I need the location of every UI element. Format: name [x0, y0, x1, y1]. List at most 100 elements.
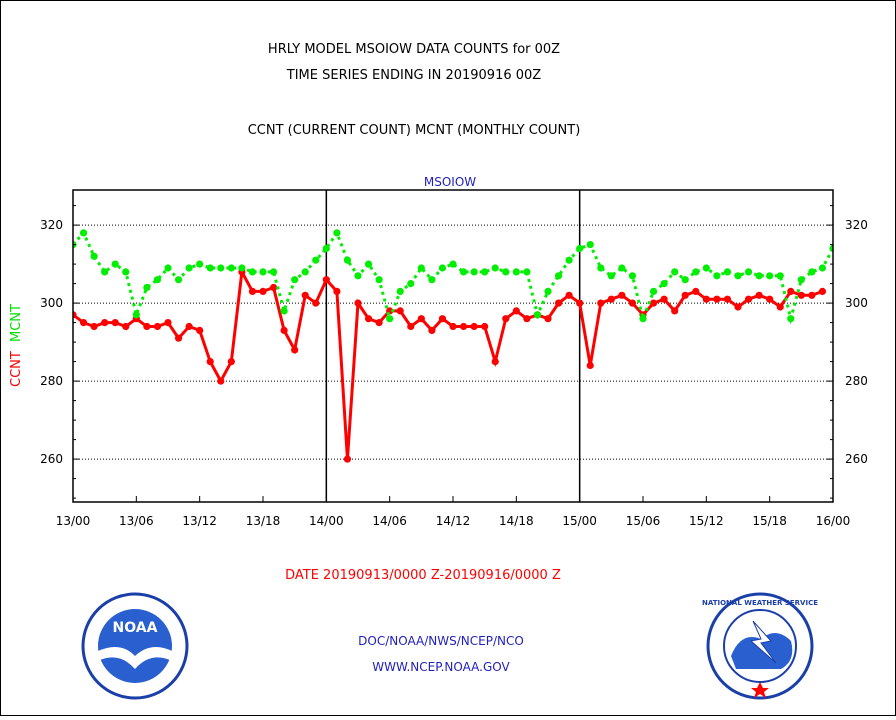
- url-label: WWW.NCEP.NOAA.GOV: [372, 660, 510, 674]
- x-tick-label: 14/06: [372, 514, 407, 528]
- data-point-ccnt: [227, 358, 235, 366]
- noaa-logo: NOAA: [81, 592, 189, 700]
- data-point-ccnt: [597, 299, 605, 307]
- data-point-mcnt: [132, 311, 140, 319]
- x-tick-label: 15/06: [626, 514, 661, 528]
- data-point-mcnt: [808, 268, 816, 276]
- data-point-ccnt: [797, 291, 805, 299]
- ylabel-mcnt: MCNT: [9, 304, 24, 342]
- data-point-mcnt: [660, 280, 668, 288]
- data-point-mcnt: [723, 268, 732, 276]
- data-point-mcnt: [364, 260, 373, 268]
- data-point-ccnt: [428, 326, 436, 334]
- chart-title-line1: HRLY MODEL MSOIOW DATA COUNTS for 00Z: [268, 42, 560, 57]
- data-point-mcnt: [174, 276, 183, 284]
- data-point-mcnt: [797, 276, 805, 284]
- data-point-mcnt: [491, 264, 499, 272]
- data-point-ccnt: [723, 295, 732, 303]
- data-point-mcnt: [586, 241, 594, 249]
- data-point-ccnt: [459, 322, 468, 331]
- grid-layer: [73, 190, 833, 502]
- data-point-mcnt: [702, 264, 710, 272]
- data-point-mcnt: [554, 272, 563, 280]
- data-point-mcnt: [238, 264, 246, 272]
- data-point-mcnt: [217, 264, 225, 272]
- data-point-ccnt: [776, 303, 784, 311]
- data-point-mcnt: [776, 272, 784, 280]
- data-point-ccnt: [628, 299, 637, 307]
- data-point-mcnt: [122, 268, 130, 276]
- x-tick-label: 14/18: [499, 514, 534, 528]
- data-point-mcnt: [90, 252, 98, 260]
- data-point-ccnt: [185, 322, 193, 331]
- x-tick-label: 13/06: [119, 514, 154, 528]
- data-point-ccnt: [417, 315, 425, 323]
- data-point-ccnt: [364, 315, 373, 323]
- plot-border: [72, 189, 834, 503]
- data-point-ccnt: [660, 295, 668, 303]
- y-tick-label-left: 320: [40, 218, 63, 232]
- data-point-ccnt: [512, 307, 520, 315]
- data-point-mcnt: [79, 229, 88, 237]
- data-point-ccnt: [565, 291, 573, 299]
- data-point-mcnt: [259, 268, 267, 276]
- data-point-mcnt: [386, 315, 394, 323]
- data-point-mcnt: [196, 260, 204, 268]
- data-point-ccnt: [164, 319, 172, 327]
- data-point-ccnt: [692, 287, 700, 295]
- data-point-mcnt: [755, 272, 763, 280]
- data-point-ccnt: [291, 346, 299, 354]
- data-point-mcnt: [597, 264, 605, 272]
- data-point-ccnt: [407, 322, 415, 331]
- y-tick-label-right: 320: [845, 218, 868, 232]
- series-layer: [73, 229, 833, 463]
- ylabel-ccnt: CCNT: [9, 351, 24, 387]
- data-point-ccnt: [269, 283, 278, 292]
- y-tick-label-right: 300: [845, 296, 868, 310]
- data-point-mcnt: [639, 315, 647, 323]
- data-point-ccnt: [217, 377, 225, 385]
- data-point-ccnt: [259, 287, 267, 295]
- data-point-mcnt: [333, 229, 341, 237]
- y-tick-label-right: 260: [845, 452, 868, 466]
- data-point-ccnt: [438, 315, 447, 323]
- data-point-ccnt: [470, 322, 478, 331]
- data-point-ccnt: [449, 322, 457, 331]
- data-point-mcnt: [744, 268, 753, 276]
- data-point-mcnt: [227, 264, 235, 272]
- data-point-ccnt: [808, 291, 816, 299]
- data-point-mcnt: [417, 264, 425, 272]
- data-point-mcnt: [544, 287, 552, 295]
- data-point-mcnt: [481, 268, 489, 276]
- data-point-mcnt: [787, 315, 795, 323]
- data-point-ccnt: [248, 287, 257, 295]
- data-point-mcnt: [533, 311, 542, 319]
- data-point-mcnt: [829, 244, 833, 253]
- data-point-mcnt: [607, 272, 615, 280]
- data-point-ccnt: [153, 322, 162, 331]
- x-tick-label: 13/18: [246, 514, 281, 528]
- data-point-ccnt: [586, 361, 594, 370]
- x-tick-label: 15/00: [562, 514, 597, 528]
- data-point-mcnt: [101, 268, 109, 276]
- org-label: DOC/NOAA/NWS/NCEP/NCO: [358, 634, 524, 648]
- data-point-ccnt: [818, 287, 827, 295]
- data-point-ccnt: [354, 299, 362, 307]
- data-point-mcnt: [269, 268, 278, 276]
- data-point-ccnt: [196, 326, 204, 334]
- data-point-ccnt: [576, 299, 584, 307]
- series-line-ccnt: [73, 267, 823, 460]
- data-point-ccnt: [122, 322, 130, 331]
- data-point-ccnt: [649, 299, 658, 307]
- data-point-mcnt: [649, 287, 658, 295]
- data-point-mcnt: [628, 272, 637, 280]
- data-point-mcnt: [375, 276, 383, 284]
- data-point-ccnt: [787, 287, 795, 295]
- y-tick-label-left: 300: [40, 296, 63, 310]
- data-point-ccnt: [375, 319, 383, 327]
- data-point-ccnt: [301, 291, 309, 299]
- data-point-mcnt: [818, 264, 827, 272]
- data-point-ccnt: [491, 358, 499, 366]
- x-tick-label: 14/00: [309, 514, 344, 528]
